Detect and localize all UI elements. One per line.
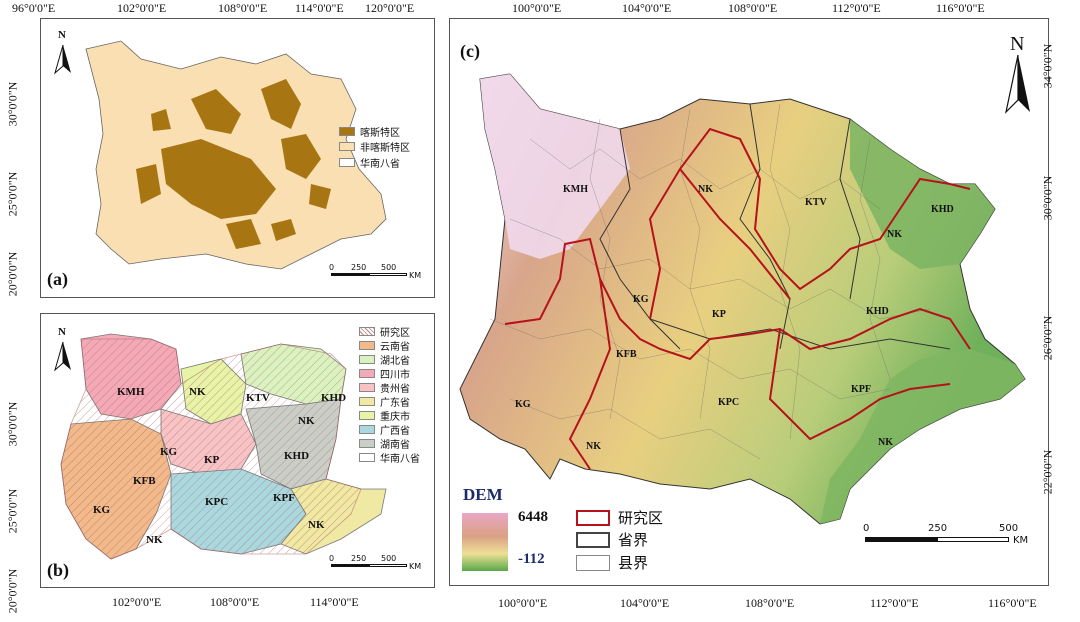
legend-item: 贵州省 — [359, 380, 410, 395]
right-tick: 30°0'0"N — [1040, 175, 1055, 221]
legend-item: 广西省 — [359, 422, 410, 437]
top-tick: 102°0'0"E — [117, 1, 167, 15]
right-tick: 34°0'0"N — [1040, 43, 1055, 89]
legend-item: 华南八省 — [339, 155, 400, 170]
legend-item: 研究区 — [359, 324, 410, 339]
dem-min: -112 — [518, 551, 545, 567]
left-tick: 20°0'0"N — [5, 251, 20, 297]
region-label: KTV — [246, 392, 270, 404]
panel-a-label: (a) — [47, 269, 68, 289]
top-tick: 112°0'0"E — [832, 1, 881, 15]
legend-item: 云南省 — [359, 338, 410, 353]
region-label: NK — [189, 386, 206, 398]
left-tick: 20°0'0"N — [5, 568, 20, 614]
legend-item: 湖北省 — [359, 352, 410, 367]
top-tick: 120°0'0"E — [365, 1, 415, 15]
region-label: KPC — [718, 397, 740, 408]
panel-c-map — [459, 73, 1026, 525]
region-label: KPF — [273, 492, 295, 504]
right-tick: 26°0'0"N — [1040, 315, 1055, 361]
panel-b-map — [60, 333, 387, 560]
region-label: KHD — [284, 450, 310, 462]
legend-item: 湖南省 — [359, 436, 410, 451]
region-label: KG — [93, 504, 111, 516]
legend-item: 县界 — [576, 552, 648, 573]
region-label: KHD — [321, 392, 347, 404]
region-label: KG — [515, 399, 531, 410]
top-tick: 114°0'0"E — [295, 1, 344, 15]
region-label: KMH — [563, 184, 588, 195]
bottom-tick: 102°0'0"E — [112, 595, 162, 609]
region-label: NK — [698, 184, 713, 195]
north-label: N — [58, 29, 66, 41]
top-tick: 116°0'0"E — [936, 1, 985, 15]
north-arrow-icon: N — [53, 326, 73, 374]
panel-c-label: (c) — [460, 41, 480, 61]
legend-item: 研究区 — [576, 507, 663, 528]
region-label: NK — [887, 229, 902, 240]
region-label: KP — [712, 309, 726, 320]
scale-bar: 0 250 500 KM — [329, 554, 422, 571]
region-label: KMH — [117, 386, 145, 398]
region-label: KFB — [616, 349, 637, 360]
right-tick: 22°0'0"N — [1040, 449, 1055, 495]
region-label: KPC — [205, 496, 229, 508]
north-label: N — [1010, 33, 1025, 55]
region-label: NK — [308, 519, 325, 531]
left-tick: 30°0'0"N — [5, 81, 20, 127]
panel-a-map — [85, 40, 387, 270]
legend-item: 华南八省 — [359, 450, 420, 465]
legend-item: 非喀斯特区 — [339, 139, 410, 154]
region-label: KP — [204, 454, 220, 466]
top-tick: 100°0'0"E — [512, 1, 562, 15]
panel-b-label: (b) — [47, 560, 69, 580]
bottom-tick: 112°0'0"E — [870, 596, 919, 610]
dem-max: 6448 — [518, 509, 548, 525]
karst-area — [136, 79, 331, 249]
top-tick: 108°0'0"E — [728, 1, 778, 15]
top-tick: 96°0'0"E — [12, 1, 56, 15]
bottom-tick: 100°0'0"E — [498, 596, 548, 610]
legend-item: 喀斯特区 — [339, 124, 400, 139]
region-label: KG — [633, 294, 649, 305]
left-tick: 30°0'0"N — [5, 401, 20, 447]
legend-item: 四川市 — [359, 366, 410, 381]
bottom-tick: 108°0'0"E — [210, 595, 260, 609]
region-label: KHD — [866, 306, 889, 317]
scale-bar: 0 250 500 KM — [863, 523, 1029, 546]
north-arrow-icon: N — [53, 29, 73, 77]
left-tick: 25°0'0"N — [5, 171, 20, 217]
panel-c-frame: (c) N KMH NK KTV KHD NK KG KP KHD KFB KG… — [449, 18, 1049, 586]
top-tick: 104°0'0"E — [622, 1, 672, 15]
legend-item: 广东省 — [359, 394, 410, 409]
region-label: KG — [160, 446, 178, 458]
region-label: NK — [146, 534, 163, 546]
bottom-tick: 104°0'0"E — [620, 596, 670, 610]
panel-a-frame: (a) N 喀斯特区 非喀斯特区 华南八省 0 250 500 KM — [40, 18, 435, 298]
region-label: KTV — [805, 197, 827, 208]
bottom-tick: 116°0'0"E — [988, 596, 1037, 610]
top-tick: 108°0'0"E — [218, 1, 268, 15]
north-arrow-icon: N — [1003, 33, 1033, 117]
region-label: KPF — [851, 384, 871, 395]
bottom-tick: 108°0'0"E — [745, 596, 795, 610]
panel-b-frame: (b) N KMH NK KTV KHD NK KG KP KHD KFB KP… — [40, 313, 435, 588]
left-tick: 25°0'0"N — [5, 488, 20, 534]
region-label: NK — [878, 437, 893, 448]
north-label: N — [58, 326, 66, 338]
study-area-hatch — [60, 338, 362, 560]
region-label: KHD — [931, 204, 954, 215]
scale-bar: 0 250 500 KM — [329, 263, 422, 280]
dem-legend-title: DEM — [463, 485, 503, 504]
region-label: NK — [586, 441, 601, 452]
legend-item: 省界 — [576, 529, 648, 550]
dem-color-ramp — [462, 513, 508, 571]
region-label: KFB — [133, 475, 156, 487]
bottom-tick: 114°0'0"E — [310, 595, 359, 609]
legend-item: 重庆市 — [359, 408, 410, 423]
region-label: NK — [298, 415, 315, 427]
